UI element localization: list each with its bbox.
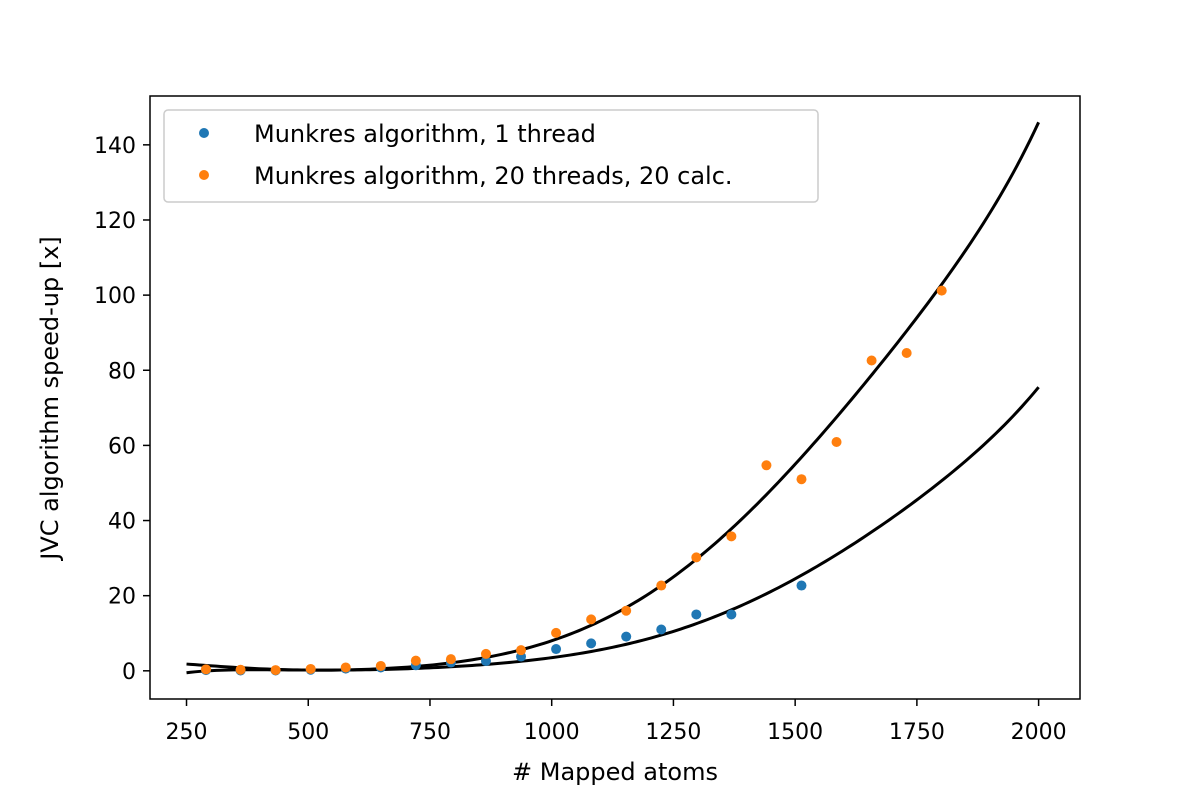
data-point-series-2-15 [691,552,702,563]
data-point-series-2-18 [796,474,807,485]
data-point-series-1-16 [726,609,737,620]
data-point-series-1-11 [551,644,562,655]
x-tick-label: 500 [287,720,329,745]
legend-label-20-threads: Munkres algorithm, 20 threads, 20 calc. [254,162,733,190]
data-point-series-1-14 [656,624,667,635]
data-point-series-2-8 [445,654,456,665]
fit-line-2 [186,121,1040,672]
data-point-series-2-7 [410,655,421,666]
x-axis-label: # Mapped atoms [512,758,718,786]
data-point-series-2-13 [621,605,632,616]
data-point-series-2-5 [340,662,351,673]
data-point-series-2-4 [305,663,316,674]
y-tick-label: 140 [94,134,136,159]
legend: Munkres algorithm, 1 thread Munkres algo… [163,109,819,203]
y-axis-ticks: 0 20 40 60 80 100 120 140 [94,134,150,685]
data-point-series-2-12 [586,614,597,625]
fit-lines [186,121,1040,675]
data-point-series-2-9 [480,648,491,659]
y-tick-label: 40 [108,510,136,535]
x-tick-label: 750 [409,720,451,745]
data-point-series-2-10 [516,645,527,656]
x-axis-ticks: 250 500 750 1000 1250 1500 1750 2000 [166,699,1067,745]
legend-marker-20-threads [199,170,209,180]
y-tick-label: 60 [108,434,136,459]
data-point-series-2-6 [375,660,386,671]
data-point-series-2-21 [901,347,912,358]
data-points [200,285,947,676]
y-tick-label: 20 [108,585,136,610]
data-point-series-2-22 [936,285,947,296]
legend-box [163,109,819,203]
y-tick-label: 0 [122,660,136,685]
data-point-series-1-13 [621,631,632,642]
y-tick-label: 120 [94,209,136,234]
y-axis-label: JVC algorithm speed-up [x] [36,236,64,562]
y-tick-label: 80 [108,359,136,384]
data-point-series-2-19 [831,437,842,448]
x-tick-label: 1750 [889,720,945,745]
data-point-series-1-9 [480,656,491,667]
plot-frame [149,95,1081,700]
y-tick-label: 100 [94,284,136,309]
data-point-series-2-17 [761,460,772,471]
data-point-series-2-14 [656,580,667,591]
data-point-series-2-2 [235,664,246,675]
x-tick-label: 1500 [767,720,823,745]
data-point-series-2-1 [200,664,211,675]
data-point-series-2-3 [270,665,281,676]
legend-label-1-thread: Munkres algorithm, 1 thread [254,120,596,148]
x-tick-label: 1000 [524,720,580,745]
data-point-series-1-12 [586,638,597,649]
data-point-series-2-11 [551,627,562,638]
data-point-series-2-20 [866,355,877,366]
x-tick-label: 1250 [645,720,701,745]
data-point-series-1-15 [691,609,702,620]
legend-marker-1-thread [199,128,209,138]
x-tick-label: 250 [166,720,208,745]
data-point-series-1-17 [796,580,807,591]
data-point-series-2-16 [726,531,737,542]
x-tick-label: 2000 [1011,720,1067,745]
